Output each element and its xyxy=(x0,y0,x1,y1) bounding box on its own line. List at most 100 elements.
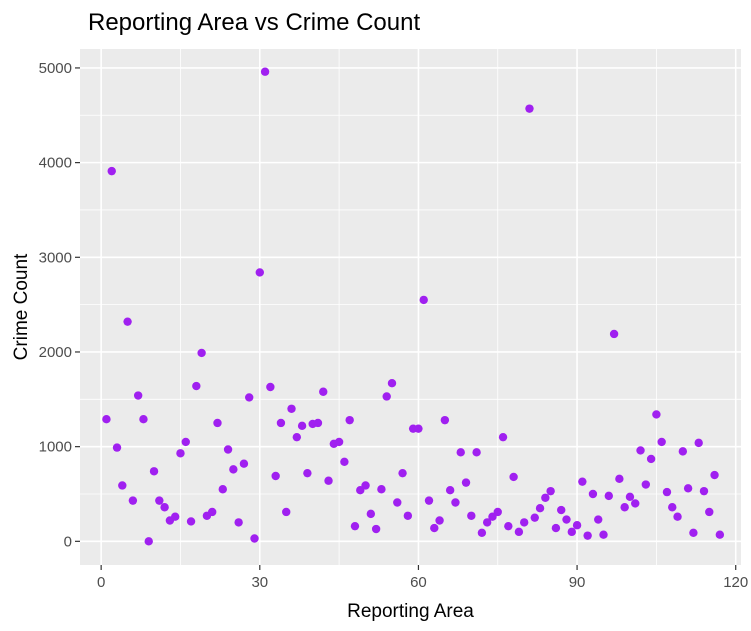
x-tick-label: 30 xyxy=(251,574,268,591)
data-point xyxy=(641,480,651,489)
data-point xyxy=(303,468,312,478)
data-point xyxy=(155,496,164,505)
data-point xyxy=(625,492,635,502)
plot-panel xyxy=(80,49,741,565)
data-point xyxy=(107,166,116,176)
data-point xyxy=(271,471,280,481)
data-point xyxy=(472,448,481,457)
x-tick-label: 90 xyxy=(569,574,586,591)
data-point xyxy=(208,507,217,517)
data-point xyxy=(705,507,714,517)
data-point xyxy=(456,448,465,457)
data-point xyxy=(636,446,645,455)
data-point xyxy=(170,512,180,521)
data-point xyxy=(530,513,539,522)
data-point xyxy=(197,348,206,358)
data-point xyxy=(403,511,413,520)
data-point xyxy=(287,404,296,413)
data-point xyxy=(118,481,127,490)
data-point xyxy=(546,486,555,496)
data-point xyxy=(192,381,201,391)
data-point xyxy=(541,493,550,502)
data-point xyxy=(689,528,698,538)
x-axis-title: Reporting Area xyxy=(347,601,474,622)
y-tick-label: 3000 xyxy=(39,249,72,266)
data-point xyxy=(557,505,566,515)
data-point xyxy=(519,518,529,527)
y-axis-title: Crime Count xyxy=(11,253,32,360)
data-point xyxy=(340,457,349,466)
y-tick-label: 5000 xyxy=(39,60,72,77)
data-point xyxy=(144,537,153,546)
data-point xyxy=(186,517,196,526)
data-point xyxy=(657,437,666,447)
data-point xyxy=(673,512,682,521)
data-point xyxy=(578,477,587,486)
data-point xyxy=(477,528,487,538)
data-point xyxy=(255,268,264,277)
data-point xyxy=(334,437,344,447)
data-point xyxy=(514,527,524,537)
data-point xyxy=(102,414,111,424)
data-point xyxy=(393,498,402,507)
data-point xyxy=(535,503,545,513)
data-point xyxy=(398,468,407,478)
y-tick-label: 4000 xyxy=(39,155,72,172)
data-point xyxy=(181,437,190,447)
data-point xyxy=(366,509,376,519)
data-point xyxy=(319,387,328,396)
data-point xyxy=(223,445,233,454)
data-point xyxy=(678,447,688,456)
data-point xyxy=(229,465,238,474)
data-point xyxy=(387,379,397,388)
data-point xyxy=(260,67,270,76)
data-point xyxy=(646,454,656,464)
data-point xyxy=(498,432,508,442)
data-point xyxy=(715,530,725,539)
data-point xyxy=(245,393,254,402)
data-point xyxy=(149,467,159,476)
data-point xyxy=(282,507,291,517)
ticks-layer: 0 30 60 90 120 0 1000 2000 3000 4000 5000 xyxy=(39,60,749,591)
data-point xyxy=(451,498,460,507)
data-point xyxy=(699,486,709,496)
data-point xyxy=(430,523,439,533)
data-point xyxy=(652,410,661,419)
data-point xyxy=(482,518,492,527)
data-point xyxy=(345,415,354,425)
data-point xyxy=(551,523,561,533)
data-point xyxy=(594,515,603,524)
data-point xyxy=(419,295,428,305)
data-point xyxy=(382,392,391,401)
data-point xyxy=(313,418,323,428)
data-point xyxy=(493,507,502,517)
data-point xyxy=(239,459,249,468)
data-point xyxy=(504,521,513,531)
data-point xyxy=(414,424,423,433)
data-point xyxy=(683,484,693,493)
data-point xyxy=(250,534,259,543)
data-point xyxy=(609,329,619,339)
data-point xyxy=(461,478,471,487)
data-point xyxy=(572,521,582,530)
grid-layer xyxy=(80,49,741,565)
data-point xyxy=(467,511,476,520)
data-point xyxy=(435,516,444,525)
x-tick-label: 120 xyxy=(723,574,748,591)
data-point xyxy=(324,476,333,485)
data-point xyxy=(599,530,608,539)
data-point xyxy=(371,524,381,534)
data-point xyxy=(234,518,243,527)
data-point xyxy=(525,104,534,113)
data-point xyxy=(160,503,169,512)
y-tick-label: 1000 xyxy=(39,439,72,456)
data-point xyxy=(361,481,370,490)
x-tick-label: 0 xyxy=(97,574,105,591)
data-point xyxy=(276,418,286,428)
data-point xyxy=(567,527,576,537)
data-point xyxy=(562,515,571,524)
data-point xyxy=(218,485,227,494)
data-point xyxy=(668,503,677,512)
data-point xyxy=(133,391,143,400)
